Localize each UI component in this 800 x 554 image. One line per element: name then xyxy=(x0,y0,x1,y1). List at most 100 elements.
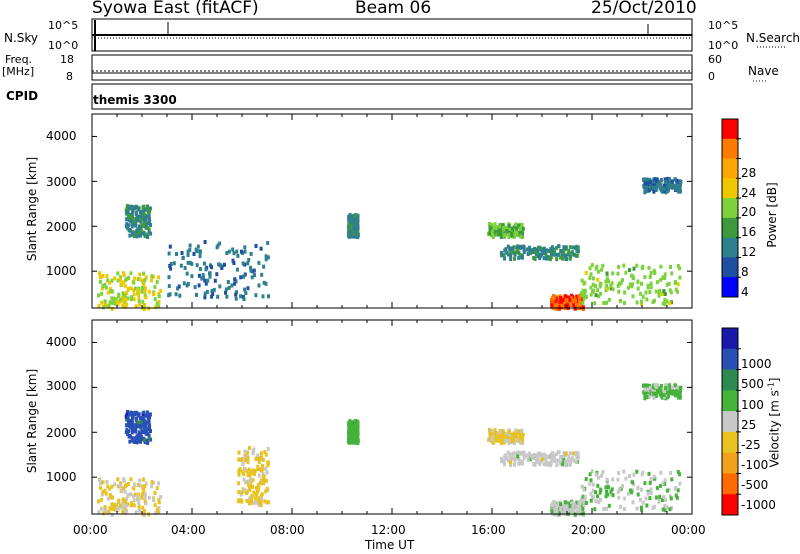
velocity-cell xyxy=(140,495,144,500)
velocity-cell xyxy=(493,435,497,440)
power-cell xyxy=(124,297,128,302)
velocity-cb-tick-100: 100 xyxy=(741,398,764,412)
velocity-cell xyxy=(569,457,573,462)
velocity-cell xyxy=(100,492,104,497)
power-cell xyxy=(602,301,606,305)
velocity-cell xyxy=(661,507,665,512)
velocity-colorbar-swatch xyxy=(722,411,738,433)
velocity-cell xyxy=(121,502,124,507)
power-cell xyxy=(503,256,506,261)
velocity-cell xyxy=(356,423,360,428)
power-cell xyxy=(188,243,192,248)
velocity-cell xyxy=(355,435,359,440)
power-cell xyxy=(223,262,226,267)
power-cell xyxy=(659,264,663,269)
power-cell xyxy=(145,226,149,230)
power-cell xyxy=(591,276,595,281)
velocity-cell xyxy=(657,497,661,502)
power-cell xyxy=(107,304,111,308)
power-cell xyxy=(638,291,642,296)
power-cell xyxy=(616,271,620,276)
power-cell xyxy=(507,224,511,228)
power-cell xyxy=(106,278,110,283)
power-cell xyxy=(517,230,520,235)
power-cell xyxy=(650,179,654,184)
nave-label: Nave xyxy=(748,64,779,78)
power-cell xyxy=(649,285,653,290)
velocity-cell xyxy=(647,471,651,476)
power-cell xyxy=(264,281,268,286)
power-cell xyxy=(622,263,626,268)
power-cell xyxy=(123,300,127,305)
power-cell xyxy=(241,294,245,299)
power-cell xyxy=(551,294,555,298)
velocity-cell xyxy=(250,493,254,498)
power-cell xyxy=(150,278,153,283)
power-cell xyxy=(645,177,649,182)
power-cell xyxy=(652,268,656,273)
power-cell xyxy=(581,305,585,310)
velocity-cell xyxy=(261,457,265,462)
velocity-cell xyxy=(632,472,636,477)
power-colorbar-swatch xyxy=(722,277,738,298)
velocity-cell xyxy=(264,466,268,471)
power-cb-tick-8: 8 xyxy=(741,265,749,279)
power-cell xyxy=(143,289,147,294)
power-cell xyxy=(201,273,205,278)
power-cell xyxy=(134,204,137,209)
velocity-cell xyxy=(103,509,107,514)
power-cell xyxy=(547,249,551,253)
velocity-cell xyxy=(676,389,680,394)
velocity-cell xyxy=(500,432,504,437)
power-y-tick-4000: 4000 xyxy=(46,129,77,143)
velocity-panel xyxy=(91,319,693,518)
velocity-cell xyxy=(678,388,682,393)
velocity-cell xyxy=(136,494,140,499)
velocity-cell xyxy=(354,435,358,440)
velocity-colorbar xyxy=(721,327,741,516)
power-cell xyxy=(225,251,229,255)
velocity-cell xyxy=(496,438,500,443)
velocity-colorbar-swatch xyxy=(722,473,738,495)
velocity-cell xyxy=(143,509,146,513)
power-cell xyxy=(596,288,600,293)
velocity-cell xyxy=(265,486,269,491)
power-cell xyxy=(600,267,604,272)
velocity-colorbar-swatch xyxy=(722,494,738,516)
velocity-cell xyxy=(616,489,620,494)
velocity-cell xyxy=(508,432,511,437)
power-cell xyxy=(236,253,240,258)
velocity-cell xyxy=(561,510,565,514)
velocity-cell xyxy=(240,490,244,495)
power-cell xyxy=(152,291,155,296)
power-cell xyxy=(545,255,549,259)
power-cb-tick-4: 4 xyxy=(741,285,749,299)
power-cell xyxy=(515,231,519,236)
velocity-cell xyxy=(555,463,559,468)
velocity-cell xyxy=(574,504,577,509)
power-cell xyxy=(618,282,622,287)
velocity-cell xyxy=(242,458,246,463)
velocity-cell xyxy=(260,455,263,460)
power-cell xyxy=(667,187,670,192)
power-cell xyxy=(99,274,102,279)
velocity-cell xyxy=(237,481,241,486)
velocity-cell xyxy=(129,424,133,429)
power-cell xyxy=(644,290,648,295)
power-cell xyxy=(103,282,107,287)
power-cell xyxy=(611,271,615,276)
x-tick-3: 12:00 xyxy=(371,523,406,537)
velocity-cell xyxy=(138,478,142,483)
velocity-cell xyxy=(591,496,595,500)
velocity-cell xyxy=(548,463,552,468)
power-cell xyxy=(226,280,230,284)
velocity-cell xyxy=(131,421,134,426)
velocity-cell xyxy=(492,432,496,437)
velocity-cell xyxy=(243,449,247,454)
power-cell xyxy=(142,224,146,228)
velocity-cell xyxy=(509,432,513,437)
velocity-cell xyxy=(579,501,583,506)
power-cell xyxy=(128,233,132,238)
power-cell xyxy=(648,290,652,295)
velocity-cell xyxy=(605,489,609,494)
